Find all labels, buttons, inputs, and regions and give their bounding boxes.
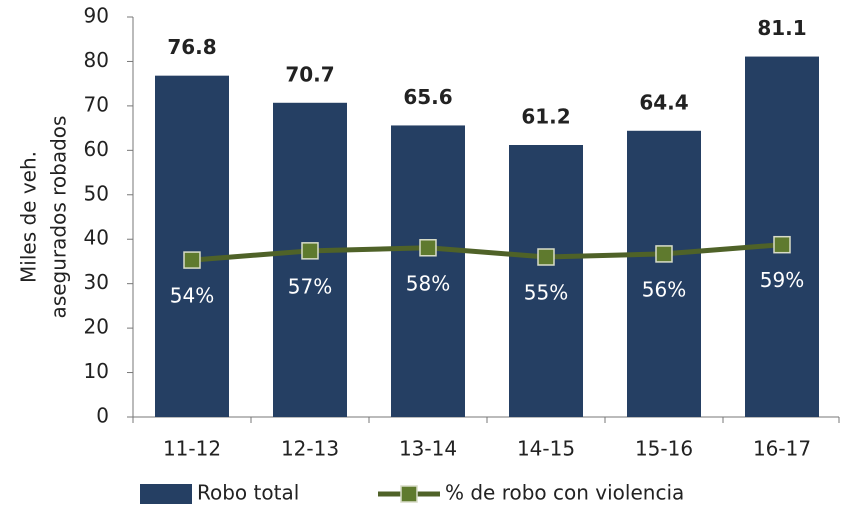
line-value-label: 54% (170, 284, 214, 308)
y-tick-label: 20 (84, 315, 109, 339)
line-value-label: 57% (288, 274, 332, 298)
y-tick-label: 0 (96, 404, 109, 428)
line-value-label: 55% (524, 281, 568, 305)
bar (627, 130, 701, 417)
y-axis-title: asegurados robados (47, 116, 71, 319)
bar (509, 145, 583, 417)
bar (273, 102, 347, 418)
bar-value-label: 64.4 (639, 90, 688, 114)
y-tick-label: 40 (84, 226, 109, 250)
bar-value-label: 65.6 (403, 85, 452, 109)
marker (655, 245, 673, 263)
legend-swatch (140, 484, 192, 504)
bar (391, 125, 465, 417)
y-tick-label: 90 (84, 4, 109, 28)
marker (183, 251, 201, 269)
x-tick-label: 14-15 (517, 437, 575, 461)
bar-value-label: 81.1 (757, 16, 806, 40)
x-tick-label: 16-17 (753, 437, 811, 461)
y-axis-title: Miles de veh. (17, 151, 41, 283)
y-tick-label: 70 (84, 92, 109, 116)
marker (419, 239, 437, 257)
marker (773, 235, 791, 254)
legend-label: % de robo con violencia (445, 481, 684, 505)
y-tick-label: 60 (84, 137, 109, 161)
legend-label: Robo total (197, 481, 299, 505)
x-tick-label: 12-13 (281, 437, 339, 461)
y-tick-label: 30 (84, 270, 109, 294)
x-tick-label: 13-14 (399, 437, 457, 461)
bar (155, 75, 229, 418)
line-value-label: 56% (642, 277, 686, 301)
line (191, 242, 783, 263)
y-tick-label: 50 (84, 181, 109, 205)
line-value-label: 58% (406, 271, 450, 295)
x-tick-label: 11-12 (163, 437, 221, 461)
x-tick-label: 15-16 (635, 437, 693, 461)
bar-value-label: 76.8 (167, 35, 216, 59)
marker (537, 248, 555, 266)
bar-value-label: 70.7 (285, 62, 334, 86)
bar-value-label: 61.2 (521, 105, 570, 129)
line-value-label: 59% (760, 268, 804, 292)
marker (301, 242, 319, 260)
legend-marker (400, 485, 418, 503)
y-tick-label: 10 (84, 359, 109, 383)
y-tick-label: 80 (84, 48, 109, 72)
